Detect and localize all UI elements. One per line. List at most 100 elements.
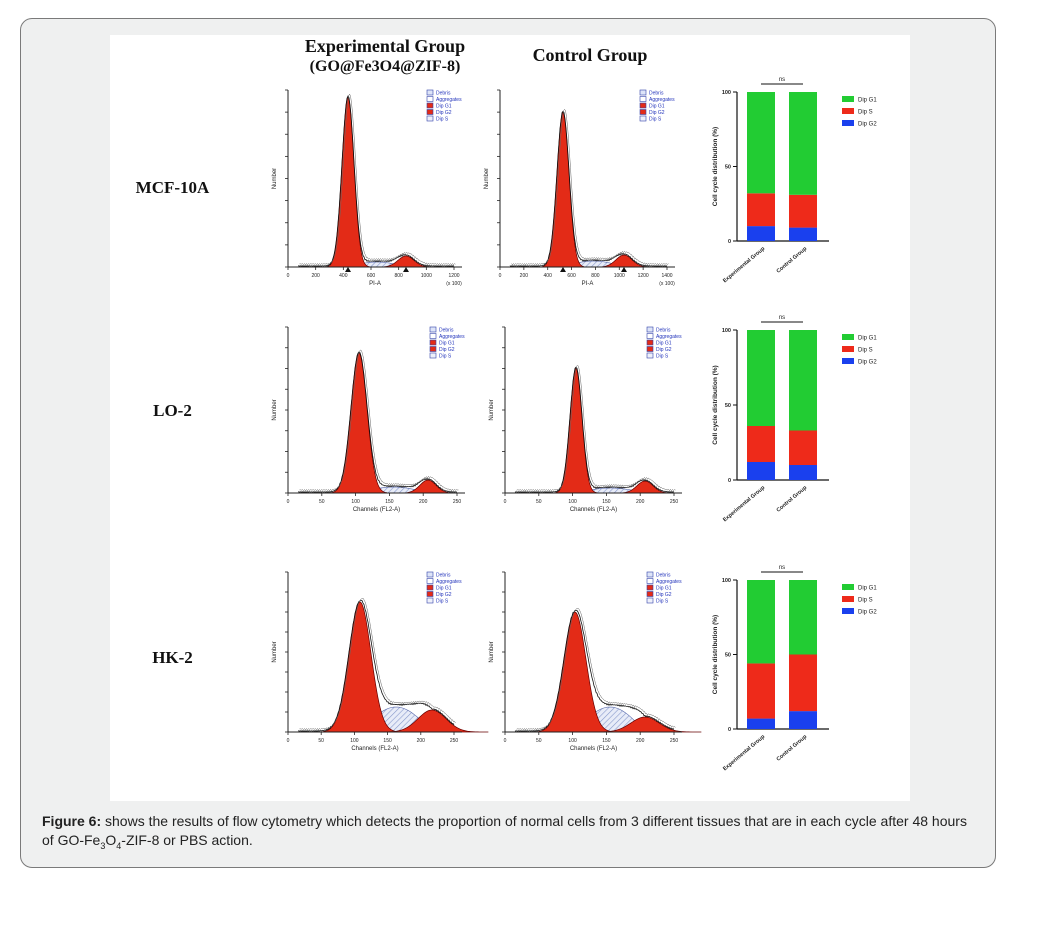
- bar-legend-label: Dip S: [858, 598, 873, 604]
- bar-legend-label: Dip S: [858, 348, 873, 354]
- bar-segment-dip-g1: [789, 330, 817, 431]
- hist-data-outline-replicate: [299, 93, 456, 266]
- hist-x-tick-label: 250: [450, 738, 459, 744]
- hist-x-tick-label: 150: [602, 499, 611, 505]
- hist-x-axis-label: Channels (FL2-A): [353, 507, 400, 513]
- bar-legend-swatch: [842, 346, 854, 352]
- hist-x-tick-label: 0: [287, 738, 290, 744]
- hist-legend-swatch: [426, 571, 434, 578]
- bar-segment-dip-g1: [747, 580, 775, 664]
- hist-legend-label: Dip S: [436, 117, 449, 123]
- hist-legend-swatch: [426, 584, 434, 591]
- figure-caption: Figure 6: shows the results of flow cyto…: [42, 812, 982, 850]
- bar-legend-swatch: [842, 108, 854, 114]
- hist-x-tick-label: 800: [394, 273, 403, 279]
- hist-legend-swatch: [426, 102, 434, 109]
- bar-segment-dip-g2: [789, 465, 817, 480]
- bar-category-label: Control Group: [776, 246, 809, 275]
- hist-y-axis-label: Number: [272, 641, 278, 662]
- hist-x-tick-label: 100: [351, 499, 360, 505]
- bar-legend-swatch: [842, 608, 854, 614]
- hist-data-outline-replicate: [299, 598, 456, 731]
- hist-legend-label: Dip G2: [656, 592, 672, 598]
- bar-legend-swatch: [842, 334, 854, 340]
- hist-data-outline: [297, 95, 455, 268]
- hist-legend-swatch: [646, 591, 654, 597]
- bar-segment-dip-g2: [789, 227, 817, 241]
- hist-data-outline-replicate: [516, 608, 676, 731]
- hist-legend-label: Dip G2: [656, 347, 672, 353]
- bar-y-tick-label: 0: [728, 727, 731, 733]
- bar-segment-dip-g2: [747, 462, 775, 480]
- hist-x-tick-label: 0: [504, 738, 507, 744]
- hist-peak-marker: [345, 267, 351, 272]
- bar-category-label: Experimental Group: [722, 485, 767, 524]
- hist-legend-label: Dip G1: [656, 586, 672, 592]
- hist-x-tick-label: 1200: [638, 273, 649, 279]
- hist-x-tick-label: 1200: [448, 273, 459, 279]
- hist-peak-marker: [560, 267, 566, 272]
- hist-x-tick-label: 800: [591, 273, 600, 279]
- hist-legend-label: Dip G2: [436, 592, 452, 598]
- hist-legend-label: Dip G1: [436, 586, 452, 592]
- hist-x-axis-label: Channels (FL2-A): [570, 507, 617, 513]
- hist-legend-swatch: [639, 89, 647, 96]
- hist-x-axis-label: PI-A: [582, 281, 594, 287]
- hist-legend-label: Debris: [439, 328, 454, 334]
- hist-legend-swatch: [646, 571, 654, 578]
- bar-legend-label: Dip G1: [858, 586, 877, 592]
- bar-legend-swatch: [842, 584, 854, 590]
- experimental-group-subtitle: (GO@Fe3O4@ZIF-8): [309, 58, 461, 75]
- hist-legend-swatch: [646, 584, 654, 591]
- hist-x-tick-label: 50: [536, 499, 542, 505]
- hist-data-outline-replicate: [511, 109, 669, 266]
- control-group-title: Control Group: [532, 45, 648, 65]
- hist-legend-swatch: [429, 333, 437, 339]
- experimental-group-title: Experimental Group: [304, 36, 466, 56]
- bar-segment-dip-g2: [789, 711, 817, 729]
- hist-x-axis-label: Channels (FL2-A): [351, 746, 398, 752]
- hist-legend-label: Dip G2: [436, 110, 452, 116]
- hist-legend-label: Aggregates: [656, 579, 682, 585]
- hist-legend-label: Aggregates: [649, 97, 675, 103]
- hist-legend-label: Aggregates: [439, 334, 465, 340]
- bar-legend-label: Dip S: [858, 110, 873, 116]
- caption-text-a: shows the results of flow cytometry whic…: [42, 813, 967, 848]
- hist-legend-swatch: [426, 96, 434, 102]
- bar-category-label: Control Group: [776, 485, 809, 514]
- bar-legend-label: Dip G2: [858, 122, 877, 128]
- bar-segment-dip-g1: [747, 330, 775, 426]
- caption-label: Figure 6:: [42, 813, 102, 829]
- bar-segment-dip-g2: [747, 226, 775, 241]
- hist-x-tick-label: 1400: [661, 273, 672, 279]
- hist-x-tick-label: 400: [339, 273, 348, 279]
- hist-legend-label: Dip G2: [439, 347, 455, 353]
- bar-segment-dip-g1: [789, 580, 817, 655]
- bar-y-tick-label: 100: [722, 578, 731, 584]
- hist-legend-label: Dip S: [656, 354, 669, 360]
- hist-legend-swatch: [639, 96, 647, 102]
- bar-segment-dip-g1: [747, 92, 775, 194]
- row-label-hk2: HK-2: [152, 648, 193, 667]
- bar-category-label: Control Group: [776, 734, 809, 763]
- hist-x-tick-label: 0: [287, 499, 290, 505]
- hist-legend-swatch: [639, 115, 647, 122]
- hist-x-unit: (x 100): [446, 281, 462, 287]
- hist-legend-swatch: [646, 339, 654, 346]
- hist-x-tick-label: 200: [419, 499, 428, 505]
- hist-x-tick-label: 0: [499, 273, 502, 279]
- hist-x-tick-label: 1000: [421, 273, 432, 279]
- bar-segment-dip-s: [789, 194, 817, 228]
- hist-legend-swatch: [646, 597, 654, 604]
- bar-category-label: Experimental Group: [722, 246, 767, 285]
- hist-g2-peak: [375, 709, 489, 733]
- hist-x-tick-label: 200: [636, 738, 645, 744]
- bar-legend-swatch: [842, 358, 854, 364]
- hist-x-tick-label: 50: [319, 499, 325, 505]
- hist-legend-label: Debris: [656, 573, 671, 579]
- hist-y-axis-label: Number: [272, 399, 278, 420]
- bar-legend-swatch: [842, 96, 854, 102]
- hist-y-axis-label: Number: [489, 399, 495, 420]
- hist-legend-label: Aggregates: [436, 97, 462, 103]
- caption-sub-4: 4: [116, 840, 122, 851]
